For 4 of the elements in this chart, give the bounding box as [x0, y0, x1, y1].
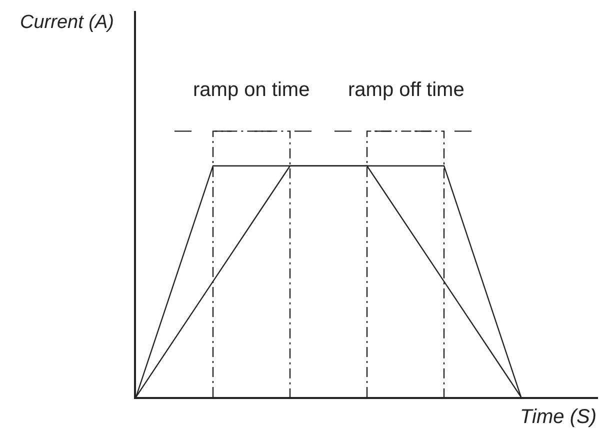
text: ramp on time: [193, 79, 310, 101]
text: Current (A): [20, 12, 114, 33]
x-axis-title: Time (S): [520, 406, 596, 428]
text: ramp off time: [348, 79, 464, 101]
